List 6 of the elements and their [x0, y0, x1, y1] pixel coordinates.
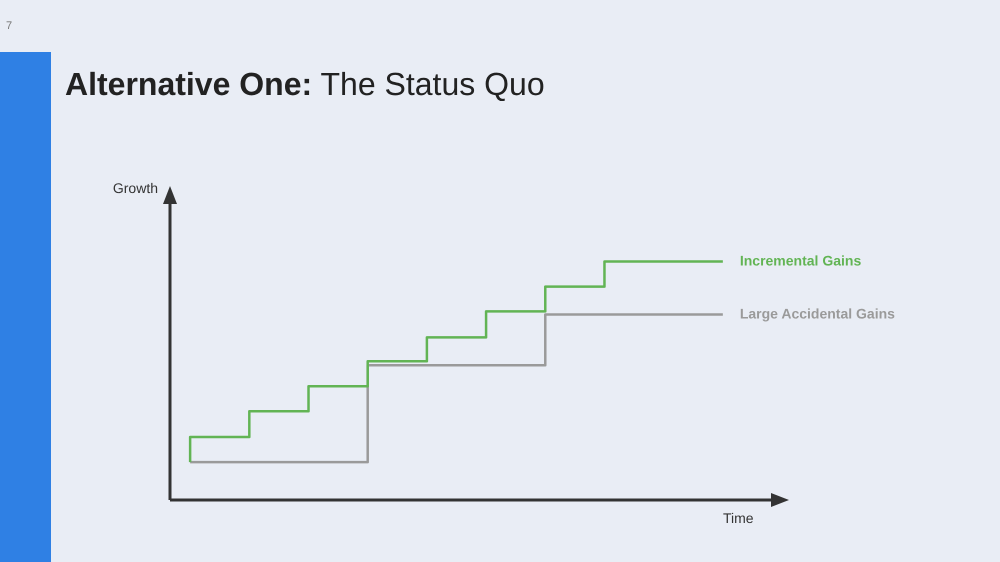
text: 7	[6, 20, 12, 32]
series-label: Large Accidental Gains	[740, 305, 896, 322]
y-axis-title: Growth	[112, 180, 158, 196]
chart-title: Alternative One: The Status Quo	[65, 66, 545, 103]
x-axis-title: Time	[723, 510, 754, 526]
series-label: Incremental Gains	[740, 252, 862, 268]
